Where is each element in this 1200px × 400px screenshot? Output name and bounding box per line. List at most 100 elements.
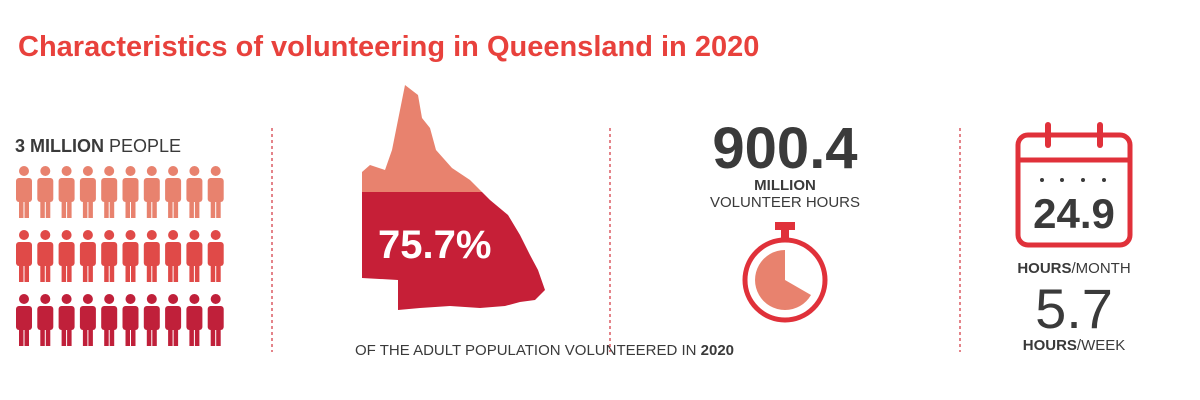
person-icon: [207, 230, 224, 282]
person-icon: [37, 166, 54, 218]
person-leg: [45, 262, 51, 282]
person-icon: [79, 294, 96, 346]
person-head: [210, 166, 221, 176]
person-leg: [40, 198, 45, 218]
person-leg: [61, 198, 67, 218]
monthly-unit-text: /MONTH: [1072, 260, 1131, 277]
person-leg: [24, 198, 29, 218]
person-leg: [146, 198, 152, 218]
person-head: [61, 166, 72, 176]
stopwatch-stem: [781, 228, 789, 238]
calendar-ring: [1097, 122, 1103, 148]
person-leg: [109, 326, 115, 346]
person-head: [40, 166, 51, 176]
person-leg: [88, 326, 93, 346]
person-body: [122, 306, 139, 330]
person-body: [122, 242, 139, 266]
person-body: [16, 242, 32, 266]
person-icon: [58, 230, 75, 282]
caption-text: OF THE ADULT POPULATION VOLUNTEERED IN: [355, 342, 696, 359]
person-body: [186, 306, 203, 330]
person-head: [82, 230, 93, 240]
person-icon: [143, 166, 160, 218]
person-icon: [186, 230, 203, 282]
person-leg: [152, 326, 157, 346]
person-icon: [143, 230, 160, 282]
person-leg: [131, 198, 136, 218]
person-body: [207, 242, 224, 266]
hours-scale: MILLION: [754, 177, 816, 194]
stopwatch-fill: [755, 250, 811, 310]
person-body: [186, 242, 203, 266]
person-icon: [122, 166, 139, 218]
person-body: [186, 178, 203, 202]
hours-unit: VOLUNTEER HOURS: [710, 194, 860, 211]
dot: [1081, 178, 1085, 182]
person-icon: [122, 294, 139, 346]
calendar-dots: [1040, 178, 1106, 182]
person-icon: [186, 294, 203, 346]
person-body: [143, 306, 160, 330]
weekly-hours: 5.7: [1035, 277, 1113, 340]
person-head: [189, 294, 200, 304]
weekly-unit: HOURS/WEEK: [1023, 337, 1126, 354]
person-icon: [165, 294, 182, 346]
person-leg: [125, 262, 130, 282]
person-body: [143, 178, 160, 202]
person-leg: [189, 198, 194, 218]
person-body: [58, 242, 75, 266]
population-percent: 75.7%: [378, 223, 491, 267]
person-icon: [122, 230, 139, 282]
person-icon: [37, 230, 54, 282]
person-leg: [131, 326, 136, 346]
person-head: [61, 230, 72, 240]
person-head: [168, 230, 179, 240]
person-icon: [207, 294, 224, 346]
person-head: [104, 230, 115, 240]
person-icon: [16, 166, 32, 218]
person-icon: [37, 294, 54, 346]
person-body: [207, 178, 224, 202]
person-leg: [125, 198, 130, 218]
person-icon: [101, 166, 118, 218]
person-icon: [58, 166, 75, 218]
person-head: [19, 230, 29, 240]
person-icon: [101, 294, 118, 346]
person-leg: [194, 262, 200, 282]
person-head: [146, 166, 157, 176]
person-body: [37, 306, 54, 330]
person-leg: [67, 326, 72, 346]
person-body: [16, 306, 32, 330]
person-body: [143, 242, 160, 266]
person-body: [58, 178, 75, 202]
title: Characteristics of volunteering in Queen…: [18, 31, 759, 63]
person-leg: [40, 262, 45, 282]
person-leg: [19, 198, 24, 218]
person-leg: [194, 198, 200, 218]
person-leg: [109, 262, 115, 282]
person-leg: [67, 198, 72, 218]
stopwatch-face: [742, 237, 828, 323]
monthly-unit-bold: HOURS: [1017, 260, 1071, 277]
person-body: [101, 178, 118, 202]
person-leg: [82, 262, 88, 282]
dot: [1060, 178, 1064, 182]
calendar-ring: [1045, 122, 1051, 148]
people-amount: 3 MILLION: [15, 136, 104, 156]
person-body: [122, 178, 139, 202]
person-leg: [45, 326, 51, 346]
person-body: [16, 178, 32, 202]
person-leg: [173, 326, 179, 346]
person-icon: [16, 230, 32, 282]
person-head: [104, 166, 115, 176]
person-leg: [173, 262, 179, 282]
person-icon: [143, 294, 160, 346]
person-leg: [125, 326, 130, 346]
person-leg: [88, 198, 93, 218]
person-leg: [109, 198, 115, 218]
person-leg: [61, 326, 67, 346]
stopwatch: [742, 222, 828, 323]
person-leg: [24, 326, 29, 346]
person-icon: [186, 166, 203, 218]
person-head: [40, 230, 51, 240]
